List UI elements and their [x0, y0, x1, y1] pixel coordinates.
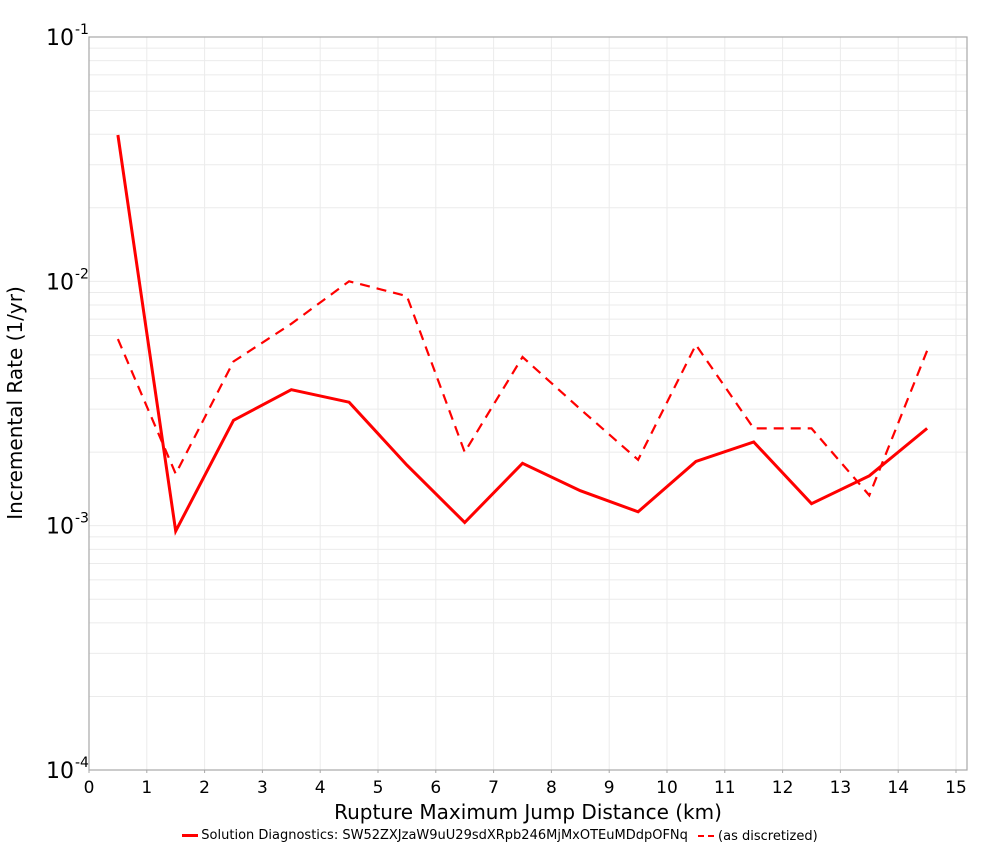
series-line-discretized [116, 280, 929, 498]
x-tick-label: 14 [887, 778, 909, 798]
x-tick-label: 8 [546, 778, 557, 798]
y-tick-label: 10 -4 [46, 755, 89, 784]
legend-label-discretized: (as discretized) [718, 828, 818, 844]
x-axis-title: Rupture Maximum Jump Distance (km) [334, 800, 722, 824]
x-tick-label: 6 [430, 778, 441, 798]
solid-line-swatch-icon [182, 834, 199, 837]
x-tick-label: 13 [830, 778, 852, 798]
svg-text:10: 10 [46, 759, 74, 784]
y-tick-label: 10 -2 [46, 266, 89, 295]
x-tick-label: 3 [257, 778, 268, 798]
plot-area [89, 37, 967, 770]
svg-text:10: 10 [46, 270, 74, 295]
svg-text:10: 10 [46, 26, 74, 51]
x-tick-label: 12 [772, 778, 794, 798]
x-tick-label: 5 [373, 778, 384, 798]
x-axis-ticks: 0 1 2 3 4 5 6 7 8 9 10 11 12 13 14 15 [84, 770, 967, 798]
legend-item-discretized: (as discretized) [692, 829, 818, 844]
x-tick-label: 9 [604, 778, 615, 798]
x-tick-label: 2 [199, 778, 210, 798]
svg-text:-2: -2 [75, 266, 89, 282]
grid-lines [88, 37, 967, 771]
svg-text:-3: -3 [75, 511, 89, 527]
legend: Solution Diagnostics: SW52ZXJzaW9uU29sdX… [0, 826, 1000, 844]
x-tick-label: 0 [84, 778, 95, 798]
y-axis-ticks: 10-110-210-310-4 [46, 22, 89, 784]
x-tick-label: 15 [945, 778, 967, 798]
svg-text:10: 10 [46, 515, 74, 540]
series-lines [116, 134, 929, 536]
x-tick-label: 4 [315, 778, 326, 798]
plot-frame [88, 36, 968, 771]
svg-text:-4: -4 [75, 755, 89, 771]
x-tick-label: 11 [714, 778, 736, 798]
series-line-solution [116, 134, 929, 536]
x-tick-label: 7 [488, 778, 499, 798]
y-tick-label: 10 -1 [46, 22, 89, 51]
dashed-line-swatch-icon [698, 835, 715, 837]
svg-text:-1: -1 [75, 22, 89, 38]
legend-label-solution: Solution Diagnostics: SW52ZXJzaW9uU29sdX… [201, 828, 688, 843]
legend-item-solution: Solution Diagnostics: SW52ZXJzaW9uU29sdX… [182, 828, 688, 843]
y-tick-label: 10 -3 [46, 511, 89, 540]
x-tick-label: 1 [141, 778, 152, 798]
y-axis-title: Incremental Rate (1/yr) [3, 286, 27, 519]
x-tick-label: 10 [656, 778, 678, 798]
